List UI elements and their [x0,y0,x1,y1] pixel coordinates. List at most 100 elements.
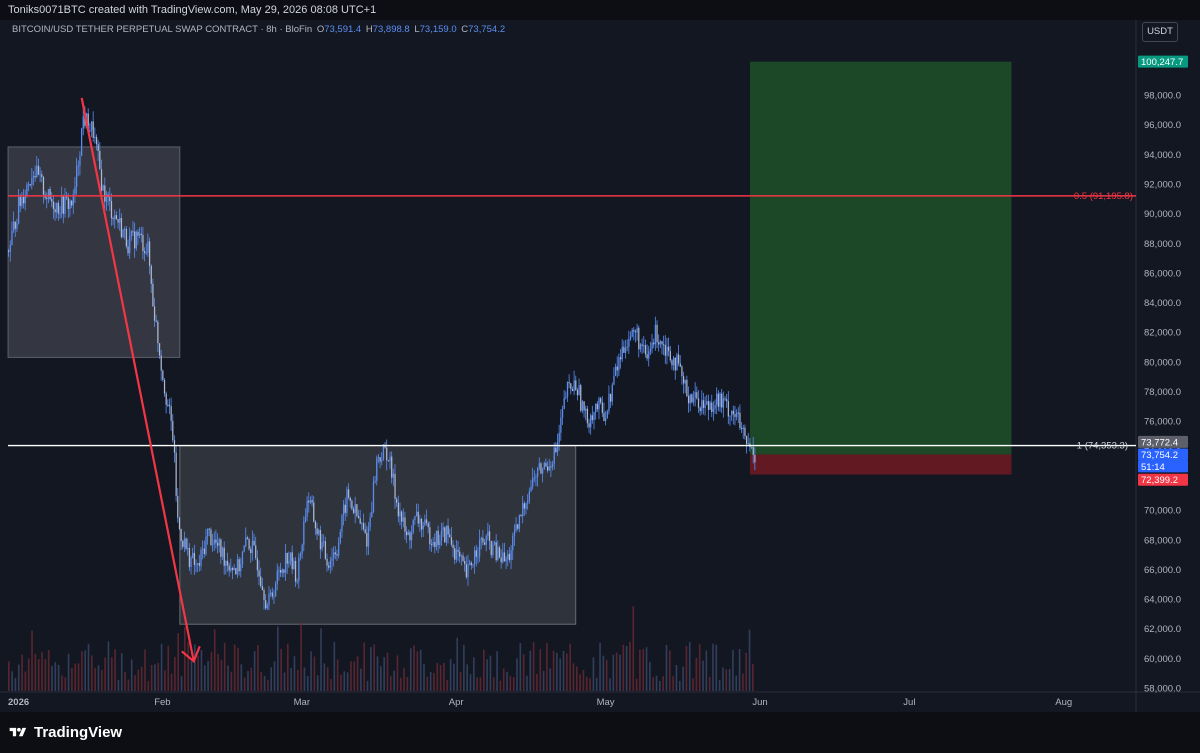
volume-bar [469,674,472,691]
currency-button[interactable]: USDT [1142,22,1178,42]
volume-bar [446,679,449,691]
tradingview-logo[interactable]: TradingView [8,722,122,742]
candle-body [724,398,726,400]
candle-body [609,393,612,402]
candle-body [163,379,166,394]
candle-body [689,394,691,404]
candle-body [711,402,713,412]
candle-body [270,592,272,594]
x-tick-label: 2026 [8,697,29,708]
candle-body [663,344,665,346]
volume-bars [8,606,754,691]
volume-bar [67,653,70,691]
candle-body [323,541,325,543]
volume-bar [81,651,83,691]
volume-bar [612,654,615,691]
candle-body [329,560,332,568]
candle-body [134,231,136,249]
volume-bar [632,606,635,691]
candle-body [497,547,499,561]
price-tag-label: 72,399.2 [1141,475,1178,486]
time-axis[interactable]: 2026 Feb Mar Apr May Jun Jul Aug [8,697,1072,708]
candle-body [482,537,484,543]
volume-bar [77,663,80,691]
candle-body [583,401,585,411]
volume-bar [94,668,96,691]
candle-body [742,427,744,429]
volume-bar [114,649,116,691]
volume-bar [174,656,176,691]
candle-body [299,553,302,558]
candle-body [462,555,464,561]
candle-body [321,542,323,550]
candle-body [298,557,300,582]
volume-bar [164,670,166,691]
volume-bar [87,643,90,691]
candle-body [502,552,504,563]
volume-bar [519,643,522,691]
candle-body [188,548,191,568]
candle-body [581,401,584,411]
volume-bar [253,651,256,691]
candle-body [377,457,380,459]
candle-body [130,231,133,236]
candle-body [221,547,224,557]
candle-body [434,541,436,548]
candle-body [21,197,23,206]
volume-bar [71,668,73,691]
y-tick-label: 82,000.0 [1144,328,1181,339]
candle-body [412,520,414,533]
candle-body [399,511,401,517]
candle-body [71,200,73,206]
candle-body [391,456,393,478]
candle-body [41,174,43,177]
price-tag-label: 51:14 [1141,462,1165,473]
volume-bar [486,659,488,691]
volume-bar [549,668,552,691]
volume-bar [27,658,30,691]
candle-body [585,408,587,411]
candle-body [424,519,426,526]
candle-body [112,218,114,220]
x-tick-label: Mar [294,697,310,708]
candle-body [137,231,139,236]
candle-body [740,428,743,430]
volume-bar [592,657,595,691]
candle-body [336,554,338,556]
candle-body [74,186,76,195]
volume-bar [748,629,751,691]
volume-bar [130,659,133,691]
volume-bar [157,662,160,691]
candle-body [626,346,628,349]
candle-body [246,537,249,540]
volume-bar [569,643,571,691]
candle-body [691,394,693,403]
candle-body [522,503,524,517]
candle-body [283,569,285,573]
candle-body [425,519,428,524]
volume-bar [250,667,253,691]
volume-bar [642,649,645,691]
open-value: 73,591.4 [324,24,362,35]
y-tick-label: 80,000.0 [1144,357,1181,368]
attribution-text: Toniks0071BTC created with TradingView.c… [8,4,377,16]
price-axis[interactable]: 58,000.0 60,000.0 62,000.0 64,000.0 66,000.0… [1144,91,1181,695]
candle-body [495,542,497,561]
candle-body [228,565,230,571]
candle-body [750,446,753,448]
candle-body [618,357,620,371]
candle-body [550,466,552,468]
price-chart[interactable]: 0.5 (91,195.8) 1 (74,353.3) 58,000.0 60,00… [0,0,1200,712]
candle-body [560,417,562,433]
candle-body [699,407,701,412]
candle-body [537,468,539,477]
candle-body [56,202,58,213]
volume-bar [330,678,332,691]
y-tick-label: 90,000.0 [1144,209,1181,220]
candle-body [125,228,128,247]
candle-body [493,542,496,545]
candle-body [709,402,711,410]
candle-body [173,440,176,453]
candle-body [238,559,240,572]
candle-body [265,600,267,609]
